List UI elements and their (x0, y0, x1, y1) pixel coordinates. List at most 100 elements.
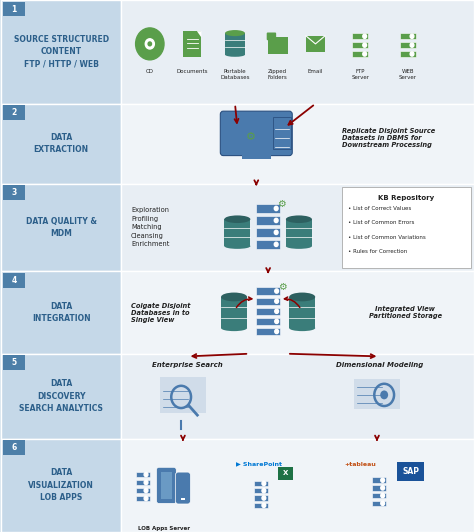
Text: DATA
DISCOVERY
SEARCH ANALYTICS: DATA DISCOVERY SEARCH ANALYTICS (19, 379, 103, 413)
FancyBboxPatch shape (136, 480, 150, 485)
Bar (121, 104, 474, 184)
FancyBboxPatch shape (352, 33, 368, 39)
Circle shape (363, 43, 366, 47)
Text: CD: CD (146, 69, 154, 74)
FancyBboxPatch shape (400, 51, 416, 57)
Ellipse shape (221, 293, 247, 301)
Circle shape (363, 34, 366, 38)
Text: SAP: SAP (402, 467, 419, 476)
Circle shape (274, 230, 278, 235)
Circle shape (148, 42, 152, 46)
Ellipse shape (225, 53, 245, 57)
FancyBboxPatch shape (267, 32, 276, 40)
Circle shape (144, 480, 148, 485)
Ellipse shape (224, 244, 250, 249)
Bar (1, 354, 121, 439)
Circle shape (274, 218, 278, 222)
FancyBboxPatch shape (256, 297, 281, 305)
Polygon shape (197, 31, 201, 37)
FancyBboxPatch shape (372, 493, 386, 498)
FancyBboxPatch shape (175, 472, 191, 504)
Circle shape (144, 472, 148, 477)
Bar (224, 219, 250, 246)
Ellipse shape (286, 215, 312, 223)
Bar (3, 440, 25, 455)
Text: LOB Apps Server: LOB Apps Server (138, 526, 190, 530)
Circle shape (410, 43, 414, 47)
Text: 4: 4 (11, 276, 17, 285)
FancyBboxPatch shape (256, 240, 280, 248)
Text: Enterprise Search: Enterprise Search (152, 362, 223, 368)
Text: ⚙: ⚙ (246, 131, 256, 142)
Text: • Rules for Correction: • Rules for Correction (347, 249, 407, 254)
Bar (1, 104, 121, 184)
Circle shape (136, 28, 164, 60)
FancyBboxPatch shape (342, 187, 471, 268)
Circle shape (274, 206, 278, 211)
Text: Replicate Disjoint Source
Datasets in DBMS for
Downstream Processing: Replicate Disjoint Source Datasets in DB… (342, 128, 436, 148)
Bar (161, 472, 172, 499)
Bar (354, 379, 401, 409)
Bar (121, 354, 474, 439)
FancyBboxPatch shape (256, 318, 281, 325)
Circle shape (363, 52, 366, 56)
FancyBboxPatch shape (278, 467, 293, 480)
Circle shape (380, 390, 388, 400)
Circle shape (275, 289, 279, 293)
Text: Zipped
Folders: Zipped Folders (268, 69, 287, 80)
Bar (306, 36, 325, 52)
Circle shape (381, 494, 384, 498)
Ellipse shape (289, 325, 315, 331)
Bar (3, 105, 25, 120)
FancyBboxPatch shape (352, 42, 368, 48)
FancyBboxPatch shape (273, 117, 292, 149)
FancyBboxPatch shape (256, 204, 280, 213)
Text: 6: 6 (11, 443, 17, 452)
Circle shape (275, 299, 279, 303)
Text: 5: 5 (11, 358, 17, 367)
Circle shape (275, 319, 279, 323)
FancyBboxPatch shape (372, 485, 386, 491)
FancyBboxPatch shape (268, 37, 288, 54)
Text: DATA
VISUALIZATION
LOB APPS: DATA VISUALIZATION LOB APPS (28, 468, 94, 502)
FancyBboxPatch shape (256, 216, 280, 225)
Bar (181, 498, 185, 500)
FancyBboxPatch shape (256, 328, 281, 335)
FancyBboxPatch shape (400, 33, 416, 39)
Bar (121, 184, 474, 271)
FancyBboxPatch shape (255, 495, 268, 501)
Bar (1, 271, 121, 354)
Bar (3, 2, 25, 16)
Text: Dimensional Modeling: Dimensional Modeling (336, 362, 423, 368)
Text: ⚙: ⚙ (277, 199, 286, 209)
Ellipse shape (225, 30, 245, 36)
FancyBboxPatch shape (136, 496, 150, 501)
Circle shape (410, 52, 414, 56)
Text: • List of Common Errors: • List of Common Errors (347, 220, 414, 225)
FancyBboxPatch shape (220, 111, 292, 155)
Circle shape (262, 496, 266, 500)
Circle shape (381, 501, 384, 505)
Text: ⚙: ⚙ (278, 282, 287, 292)
Bar (160, 377, 206, 413)
Bar (121, 0, 474, 104)
FancyBboxPatch shape (400, 42, 416, 48)
Circle shape (144, 488, 148, 493)
FancyBboxPatch shape (397, 462, 424, 481)
Text: WEB
Server: WEB Server (399, 69, 417, 80)
Text: Email: Email (308, 69, 323, 74)
Text: • List of Common Variations: • List of Common Variations (347, 235, 425, 239)
Bar (1, 0, 121, 104)
Text: 3: 3 (11, 188, 17, 197)
Circle shape (262, 481, 266, 486)
FancyBboxPatch shape (256, 287, 281, 295)
Text: Exploration
Profiling
Matching
Cleansing
Enrichment: Exploration Profiling Matching Cleansing… (131, 207, 169, 247)
Circle shape (275, 329, 279, 334)
Bar (1, 439, 121, 532)
Text: SOURCE STRUCTURED
CONTENT
FTP / HTTP / WEB: SOURCE STRUCTURED CONTENT FTP / HTTP / W… (13, 35, 109, 69)
FancyBboxPatch shape (156, 467, 176, 503)
FancyBboxPatch shape (256, 228, 280, 237)
Circle shape (381, 478, 384, 483)
Bar (252, 150, 260, 154)
FancyBboxPatch shape (255, 488, 268, 493)
